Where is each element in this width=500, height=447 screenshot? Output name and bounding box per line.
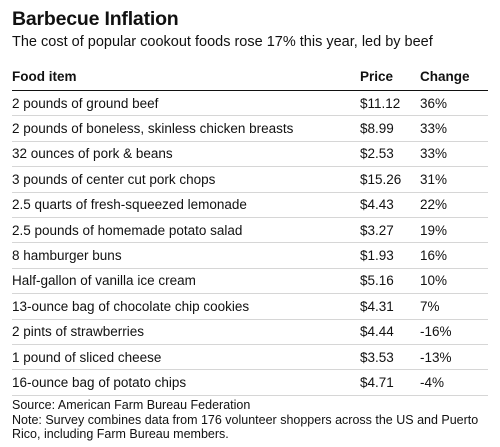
- food-item-cell: 13-ounce bag of chocolate chip cookies: [12, 298, 250, 314]
- chart-title: Barbecue Inflation: [12, 8, 179, 30]
- table-row: 16-ounce bag of potato chips $4.71 -4%: [12, 370, 488, 396]
- change-cell: 33%: [420, 121, 448, 137]
- price-cell: $4.43: [360, 197, 394, 213]
- price-cell: $8.99: [360, 121, 394, 137]
- price-cell: $4.71: [360, 374, 394, 390]
- change-cell: 31%: [420, 171, 448, 187]
- price-cell: $15.26: [360, 171, 402, 187]
- price-cell: $3.27: [360, 222, 394, 238]
- food-item-cell: 1 pound of sliced cheese: [12, 349, 162, 365]
- column-header-change: Change: [420, 68, 470, 84]
- price-cell: $11.12: [360, 95, 401, 111]
- price-cell: $4.44: [360, 324, 394, 340]
- change-cell: 19%: [420, 222, 448, 238]
- food-item-cell: 2.5 pounds of homemade potato salad: [12, 222, 243, 238]
- food-item-cell: 2.5 quarts of fresh-squeezed lemonade: [12, 197, 247, 213]
- price-cell: $4.31: [360, 298, 394, 314]
- change-cell: -16%: [420, 324, 452, 340]
- change-cell: 7%: [420, 298, 440, 314]
- table-row: 1 pound of sliced cheese $3.53 -13%: [12, 345, 488, 371]
- food-item-cell: 16-ounce bag of potato chips: [12, 374, 187, 390]
- table-body: 2 pounds of ground beef $11.12 36% 2 pounds…: [12, 91, 488, 396]
- table-row: 2 pounds of boneless, skinless chicken b…: [12, 116, 488, 142]
- table-row: 2.5 quarts of fresh-squeezed lemonade $4.…: [12, 193, 488, 218]
- methodology-note: Note: Survey combines data from 176 volu…: [12, 412, 479, 442]
- chart-subtitle: The cost of popular cookout foods rose 1…: [12, 34, 433, 50]
- table-row: 2 pints of strawberries $4.44 -16%: [12, 320, 488, 345]
- food-item-cell: Half-gallon of vanilla ice cream: [12, 273, 196, 289]
- price-cell: $3.53: [360, 349, 394, 365]
- price-cell: $1.93: [360, 248, 394, 264]
- table-row: 8 hamburger buns $1.93 16%: [12, 243, 488, 269]
- food-item-cell: 32 ounces of pork & beans: [12, 146, 173, 162]
- table-row: 2.5 pounds of homemade potato salad $3.27…: [12, 218, 488, 244]
- column-header-food-item: Food item: [12, 68, 77, 84]
- change-cell: 33%: [420, 146, 448, 162]
- price-cell: $2.53: [360, 146, 394, 162]
- food-item-cell: 2 pounds of ground beef: [12, 95, 159, 111]
- change-cell: 16%: [420, 248, 448, 264]
- change-cell: -4%: [420, 374, 445, 390]
- food-item-cell: 2 pints of strawberries: [12, 324, 145, 340]
- data-table: Food item Price Change 2 pounds of groun…: [12, 62, 488, 396]
- column-header-price: Price: [360, 68, 394, 84]
- table-row: 13-ounce bag of chocolate chip cookies $4…: [12, 294, 488, 320]
- food-item-cell: 3 pounds of center cut pork chops: [12, 171, 216, 187]
- chart-footer: Source: American Farm Bureau Federation …: [12, 398, 488, 442]
- source-note: Source: American Farm Bureau Federation: [12, 398, 251, 412]
- food-item-cell: 2 pounds of boneless, skinless chicken b…: [12, 121, 294, 137]
- table-row: 2 pounds of ground beef $11.12 36%: [12, 91, 488, 117]
- change-cell: -13%: [420, 349, 452, 365]
- table-row: Half-gallon of vanilla ice cream $5.16 10%: [12, 269, 488, 295]
- change-cell: 10%: [420, 273, 448, 289]
- change-cell: 36%: [420, 95, 448, 111]
- table-header: Food item Price Change: [12, 62, 488, 91]
- table-row: 32 ounces of pork & beans $2.53 33%: [12, 142, 488, 168]
- food-item-cell: 8 hamburger buns: [12, 248, 122, 264]
- change-cell: 22%: [420, 197, 448, 213]
- table-row: 3 pounds of center cut pork chops $15.26 3…: [12, 167, 488, 193]
- price-cell: $5.16: [360, 273, 394, 289]
